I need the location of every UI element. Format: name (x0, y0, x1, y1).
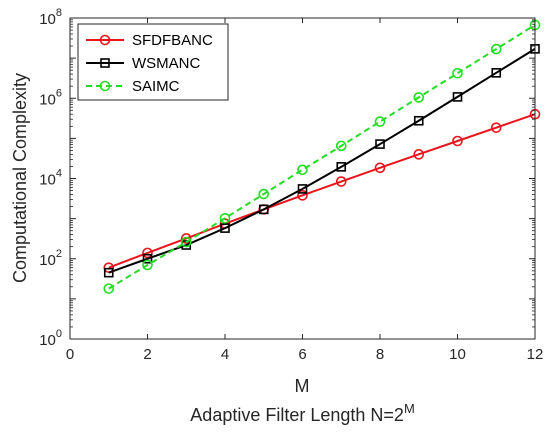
data-point-wsmanc (336, 162, 347, 172)
data-point-saimc (142, 259, 153, 271)
legend-label: SAIMC (132, 78, 180, 95)
data-point-sfdfbanc (335, 176, 347, 187)
data-point-sfdfbanc (413, 149, 425, 160)
x-tick-label: 8 (376, 346, 384, 363)
data-point-sfdfbanc (180, 233, 192, 244)
x-axis-label-symbol: M (295, 376, 310, 396)
y-axis-label: Computational Complexity (10, 73, 30, 283)
x-tick-label: 12 (527, 346, 544, 363)
legend-label: SFDFBANC (132, 32, 213, 49)
x-tick-label: 6 (298, 346, 306, 363)
data-point-sfdfbanc (490, 122, 502, 133)
legend-label: WSMANC (132, 55, 200, 72)
legend-item-saimc: SAIMC (86, 78, 180, 95)
data-point-wsmanc (258, 204, 269, 215)
data-point-saimc (374, 116, 386, 127)
data-point-saimc (180, 236, 192, 248)
axes-layer: 0 2 4 6 8 10 12 100 102 104 106 108 (39, 7, 543, 363)
data-point-wsmanc (491, 68, 502, 78)
data-point-sfdfbanc (142, 247, 153, 259)
x-tick-label: 2 (143, 346, 151, 363)
y-tick-label: 100 (39, 328, 62, 349)
data-point-saimc (490, 43, 502, 55)
y-tick-label: 102 (39, 248, 62, 269)
data-point-sfdfbanc (297, 190, 308, 201)
legend-marker (99, 34, 111, 46)
data-point-wsmanc (220, 223, 230, 233)
y-tick-label: 108 (39, 7, 62, 28)
data-point-sfdfbanc (452, 135, 463, 147)
data-point-sfdfbanc (374, 162, 386, 174)
data-point-saimc (413, 92, 425, 103)
x-tick-label: 0 (66, 346, 74, 363)
data-point-saimc (452, 67, 463, 79)
x-axis-label: Adaptive Filter Length N=2M (190, 401, 414, 425)
legend-item-sfdfbanc: SFDFBANC (86, 32, 213, 49)
data-point-saimc (103, 283, 115, 294)
y-tick-label: 104 (39, 168, 62, 189)
data-point-saimc (335, 140, 347, 152)
series-line-saimc (108, 24, 536, 290)
series-line-sfdfbanc (108, 113, 536, 269)
legend-item-wsmanc: WSMANC (86, 55, 200, 72)
series-layer (103, 19, 541, 294)
data-point-saimc (258, 188, 270, 200)
legend-marker (100, 58, 110, 68)
legend: SFDFBANC WSMANC SAIMC (77, 23, 229, 101)
data-point-wsmanc (297, 184, 308, 194)
data-point-wsmanc (103, 267, 114, 278)
series-line-wsmanc (108, 48, 536, 274)
y-tick-label: 106 (39, 87, 62, 108)
legend-marker (99, 80, 111, 92)
x-tick-label: 10 (449, 346, 466, 363)
data-point-saimc (297, 164, 308, 176)
data-point-wsmanc (413, 115, 424, 126)
x-tick-label: 4 (221, 346, 229, 363)
data-point-wsmanc (375, 139, 385, 149)
data-point-wsmanc (452, 92, 463, 102)
data-point-saimc (219, 212, 231, 224)
series-saimc (103, 19, 541, 294)
data-point-wsmanc (142, 253, 153, 264)
